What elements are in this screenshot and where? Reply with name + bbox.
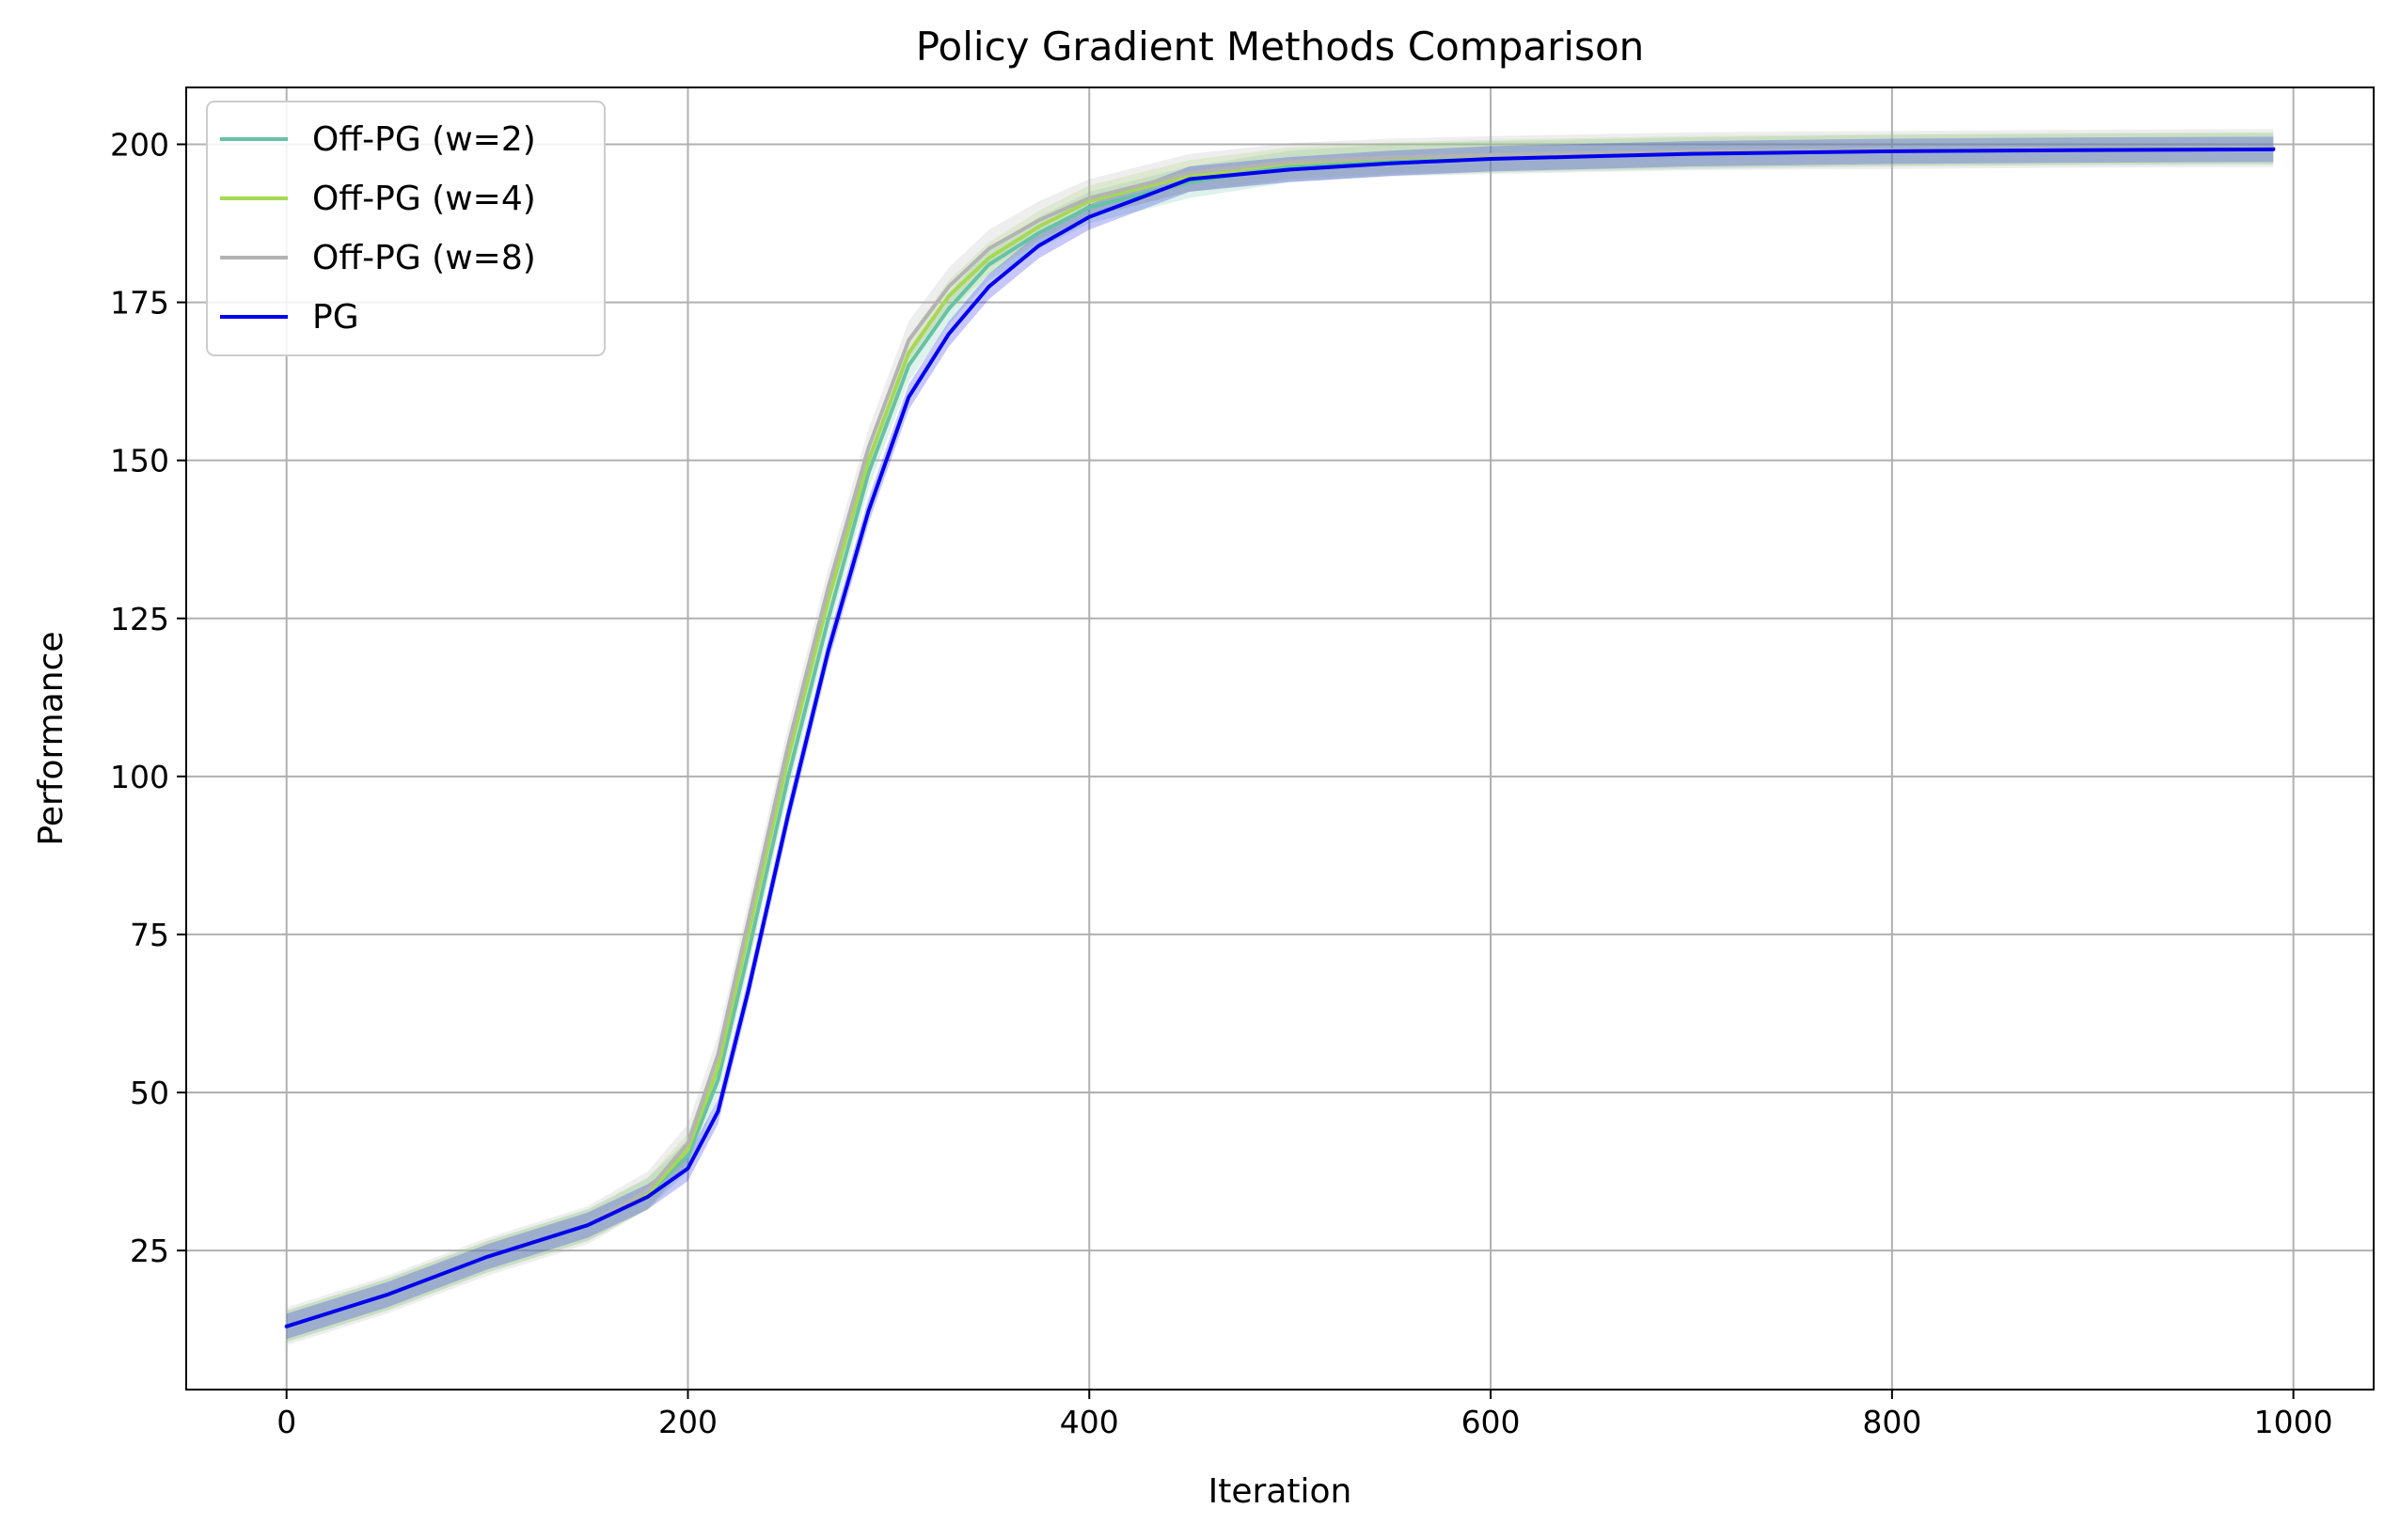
- series-lines: [284, 146, 2276, 1328]
- x-tick-label: 1000: [2254, 1404, 2333, 1440]
- x-tick-label: 800: [1862, 1404, 1921, 1440]
- plot-area-frame: [185, 86, 2375, 1391]
- grid-lines: [186, 87, 2374, 1390]
- legend-label: Off-PG (w=8): [312, 239, 536, 277]
- y-tick-label: 25: [130, 1233, 169, 1269]
- legend-box: [206, 101, 606, 356]
- y-tick-label: 50: [130, 1075, 169, 1111]
- legend-label: Off-PG (w=2): [312, 120, 536, 159]
- y-tick-label: 125: [110, 601, 169, 637]
- series-line-pg: [284, 147, 2276, 1328]
- series-line-off-pg-w-8: [284, 146, 2276, 1328]
- y-tick-label: 75: [130, 917, 169, 953]
- chart-title: Policy Gradient Methods Comparison: [916, 24, 1645, 70]
- x-tick-label: 600: [1461, 1404, 1521, 1440]
- x-tick-label: 0: [276, 1404, 296, 1440]
- x-tick-label: 400: [1060, 1404, 1119, 1440]
- legend-label: Off-PG (w=4): [312, 180, 536, 218]
- legend: Off-PG (w=2) Off-PG (w=4) Off-PG (w=8) PG: [206, 101, 606, 356]
- x-tick-label: 200: [658, 1404, 718, 1440]
- y-axis-title: Performance: [32, 631, 71, 845]
- y-tick-label: 150: [110, 443, 169, 479]
- legend-label: PG: [312, 298, 359, 337]
- axis-ticks: 0 200 400 600 800 1000 25 50 75 100 125 150 175 200: [110, 127, 2333, 1440]
- x-axis-title: Iteration: [1208, 1472, 1352, 1511]
- y-tick-label: 175: [110, 285, 169, 322]
- y-tick-label: 100: [110, 759, 169, 795]
- y-tick-label: 200: [110, 127, 169, 164]
